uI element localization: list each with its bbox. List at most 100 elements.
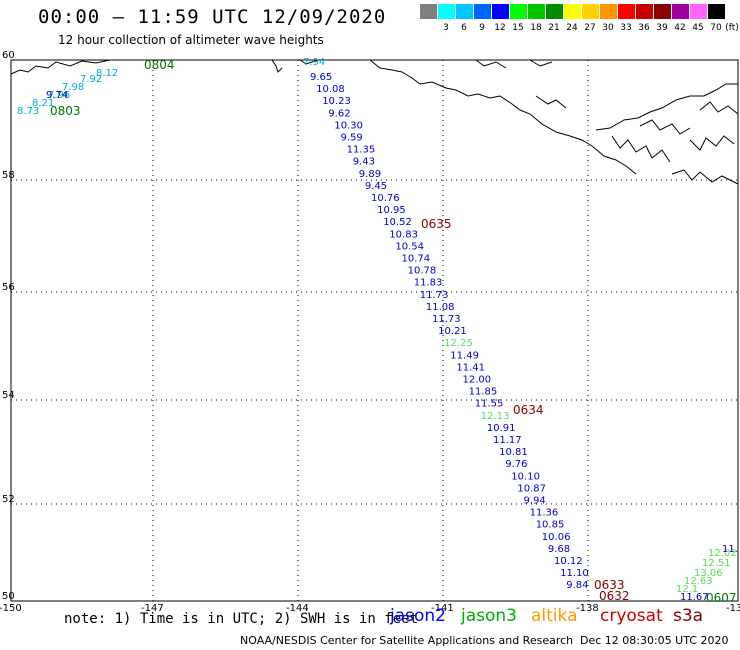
scale-label: 27: [584, 23, 596, 33]
scale-label: 42: [674, 23, 686, 33]
lon-label: -138: [576, 603, 599, 614]
page-subtitle: 12 hour collection of altimeter wave hei…: [58, 33, 324, 47]
swh-label: 12.02: [708, 548, 737, 559]
scale-swatch: [564, 4, 581, 19]
lat-label: 52: [2, 494, 15, 505]
swh-label: 11.10: [560, 568, 589, 579]
scale-label: 45: [692, 23, 704, 33]
swh-label: 12.1: [676, 584, 698, 595]
scale-swatch: [546, 4, 563, 19]
timestamp-text: Dec 12 08:30:05 UTC 2020: [580, 634, 729, 647]
scale-swatch: [420, 4, 437, 19]
graticule: -150 -147 -144 -141 -138 -13 60 58 56 54 52 50: [0, 50, 740, 614]
time-label: 0803: [50, 104, 81, 118]
lat-label: 56: [2, 282, 15, 293]
legend-jason3: jason3: [461, 606, 517, 626]
swh-label: 10.54: [395, 241, 424, 252]
scale-swatch: [582, 4, 599, 19]
lat-label: 50: [2, 591, 15, 602]
swh-label: 10.21: [438, 326, 467, 337]
scale-swatch: [456, 4, 473, 19]
swh-label: 11.73: [420, 290, 449, 301]
scale-label: 70: [710, 23, 722, 33]
time-label: 0632: [599, 589, 630, 603]
swh-label: 7.98: [62, 82, 84, 93]
time-label: 0635: [421, 217, 452, 231]
swh-label: 10.76: [371, 193, 400, 204]
time-label: 0634: [513, 403, 544, 417]
swh-label: 12.00: [463, 375, 492, 386]
swh-label: 10.30: [334, 120, 363, 131]
lon-label: -147: [141, 603, 164, 614]
swh-label: 10.85: [536, 520, 565, 531]
swh-label: 9.68: [548, 544, 570, 555]
swh-label: 9.74: [46, 90, 68, 101]
swh-label: 12.13: [481, 411, 510, 422]
swh-label: 11.67: [680, 592, 709, 603]
swh-label: 8.12: [96, 68, 118, 79]
scale-swatch: [492, 4, 509, 19]
scale-swatch: [438, 4, 455, 19]
swh-label: 10.87: [517, 483, 546, 494]
swh-label: 7.96: [48, 90, 70, 101]
swh-label: 11.83: [414, 278, 443, 289]
swh-label: 9.89: [359, 169, 381, 180]
scale-label: 21: [548, 23, 560, 33]
swh-label: 10.23: [322, 96, 351, 107]
lon-label: -150: [0, 603, 22, 614]
lat-label: 54: [2, 390, 15, 401]
scale-label: 6: [461, 23, 467, 33]
scale-swatch: [528, 4, 545, 19]
swh-label: 12.25: [444, 338, 473, 349]
scale-swatch: [474, 4, 491, 19]
swh-label: 7.94: [303, 57, 325, 68]
scale-swatch: [600, 4, 617, 19]
swh-label: 11.35: [347, 145, 376, 156]
lat-label: 60: [2, 50, 15, 61]
swh-label: 11.49: [450, 350, 479, 361]
swh-label: 12.63: [684, 576, 713, 587]
scale-label: 15: [512, 23, 524, 33]
scale-swatch: [708, 4, 725, 19]
swh-label: 9.65: [310, 72, 332, 83]
time-label: 0607: [706, 591, 737, 605]
scale-swatch: [510, 4, 527, 19]
scale-label: 9: [479, 23, 485, 33]
page-title: 00:00 – 11:59 UTC 12/09/2020: [38, 6, 387, 28]
swh-label: 10.95: [377, 205, 406, 216]
scale-swatch: [636, 4, 653, 19]
swh-label: 9.94: [524, 496, 546, 507]
scale-label: 39: [656, 23, 668, 33]
swh-label: 11.08: [426, 302, 455, 313]
scale-label: 33: [620, 23, 632, 33]
swh-label: 7.92: [80, 74, 102, 85]
scale-swatch: [672, 4, 689, 19]
swh-label: 11.85: [469, 387, 498, 398]
swh-label: 11.73: [432, 314, 461, 325]
swh-label: 9.62: [328, 108, 350, 119]
lat-label: 58: [2, 170, 15, 181]
lon-label: -13: [726, 603, 740, 614]
swh-label: 9.84: [566, 580, 588, 591]
swh-label: 11.17: [493, 435, 522, 446]
swh-label: 10.81: [499, 447, 528, 458]
swh-label: 8.73: [17, 106, 39, 117]
swh-label: 9.59: [341, 133, 363, 144]
swh-label: 9.76: [505, 459, 527, 470]
swh-label: 10.08: [316, 84, 345, 95]
scale-swatch: [618, 4, 635, 19]
swh-label: 13.06: [694, 568, 723, 579]
time-label: 0804: [144, 58, 175, 72]
scale-label: 30: [602, 23, 614, 33]
swh-label: 11.36: [530, 508, 559, 519]
legend-cryosat: cryosat: [600, 606, 663, 626]
swh-label: 10.83: [389, 229, 418, 240]
legend-s3a: s3a: [673, 606, 704, 626]
swh-label: 11.41: [456, 362, 485, 373]
swh-label: 10.10: [511, 471, 540, 482]
lon-label: -141: [431, 603, 454, 614]
swh-label: 9.45: [365, 181, 387, 192]
legend-altika: altika: [531, 606, 578, 626]
